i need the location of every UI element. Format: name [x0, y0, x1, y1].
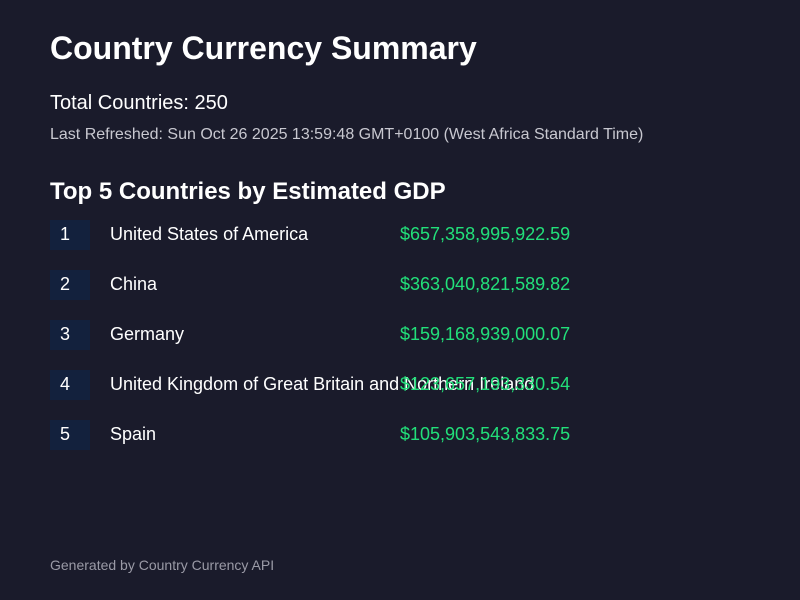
rank-badge: 1 [50, 220, 90, 250]
top-countries-title: Top 5 Countries by Estimated GDP [50, 178, 446, 205]
rank-badge: 5 [50, 420, 90, 450]
country-gdp: $159,168,939,000.07 [400, 324, 571, 344]
top-countries-list: 1 United States of America $657,358,995,… [50, 220, 750, 470]
country-name: China [110, 274, 158, 294]
country-gdp: $123,657,193,330.54 [400, 374, 571, 394]
country-gdp: $105,903,543,833.75 [400, 424, 571, 444]
country-name: Germany [110, 324, 185, 344]
page-title: Country Currency Summary [50, 30, 477, 66]
country-name: Spain [110, 424, 157, 444]
country-row: 2 China $363,040,821,589.82 [50, 270, 750, 300]
country-row: 5 Spain $105,903,543,833.75 [50, 420, 750, 450]
rank-badge: 3 [50, 320, 90, 350]
country-name: United States of America [110, 224, 309, 244]
country-row: 3 Germany $159,168,939,000.07 [50, 320, 750, 350]
total-countries: Total Countries: 250 [50, 92, 228, 114]
country-name: United Kingdom of Great Britain and Nort… [110, 374, 535, 394]
rank-badge: 4 [50, 370, 90, 400]
country-gdp: $657,358,995,922.59 [400, 224, 571, 244]
rank-badge: 2 [50, 270, 90, 300]
footer-note: Generated by Country Currency API [50, 557, 275, 573]
country-row: 4 United Kingdom of Great Britain and No… [50, 370, 750, 400]
country-gdp: $363,040,821,589.82 [400, 274, 571, 294]
last-refreshed: Last Refreshed: Sun Oct 26 2025 13:59:48… [50, 126, 644, 143]
country-row: 1 United States of America $657,358,995,… [50, 220, 750, 250]
